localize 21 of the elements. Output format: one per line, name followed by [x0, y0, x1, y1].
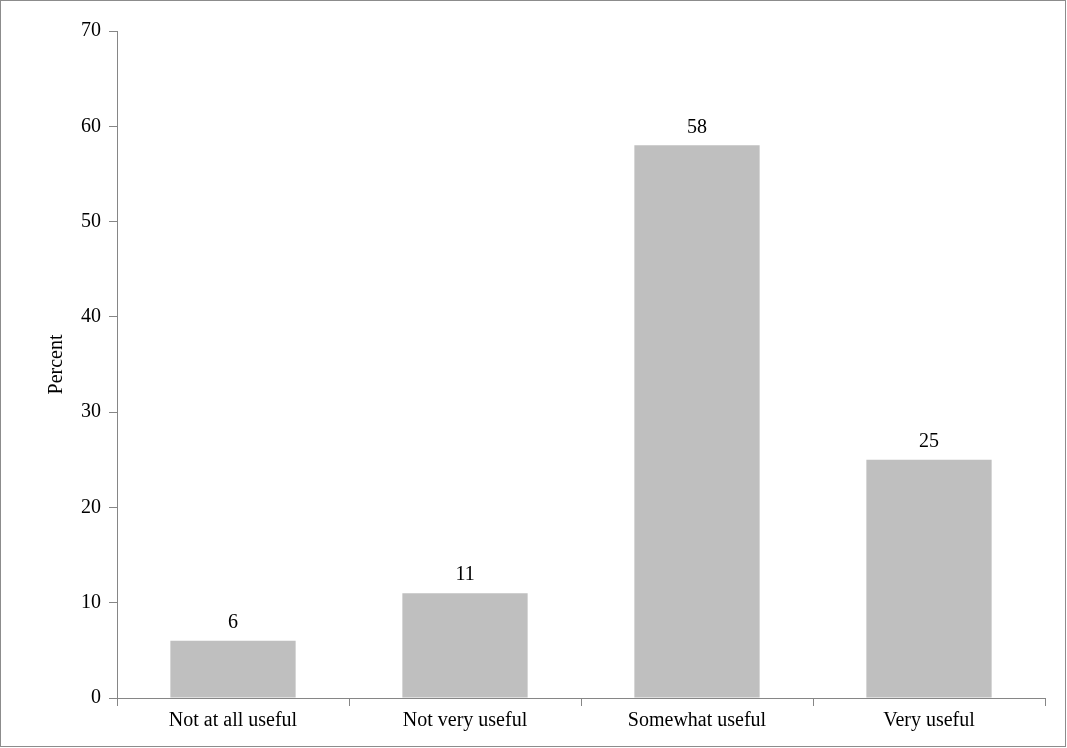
bar	[634, 145, 760, 698]
x-tick-label: Not at all useful	[168, 708, 298, 731]
data-label: 25	[919, 429, 939, 452]
y-tick-label: 20	[81, 494, 101, 517]
bar	[170, 640, 296, 698]
bar	[866, 459, 992, 698]
bar	[402, 593, 528, 698]
y-tick-label: 40	[81, 304, 101, 327]
y-tick-label: 60	[81, 113, 101, 136]
x-tick-label: Not very useful	[402, 708, 528, 732]
data-label: 11	[455, 562, 475, 585]
y-tick-label: 0	[91, 685, 101, 708]
x-tick-label: Somewhat useful	[627, 708, 767, 731]
x-tick-label: Very useful	[883, 708, 976, 732]
y-tick-label: 30	[81, 399, 101, 422]
y-axis-title: Percent	[44, 334, 67, 395]
y-tick-label: 50	[81, 208, 101, 231]
y-tick-label: 10	[81, 589, 101, 612]
y-tick-label: 70	[81, 18, 101, 41]
data-label: 6	[228, 610, 238, 633]
data-label: 58	[687, 114, 707, 137]
